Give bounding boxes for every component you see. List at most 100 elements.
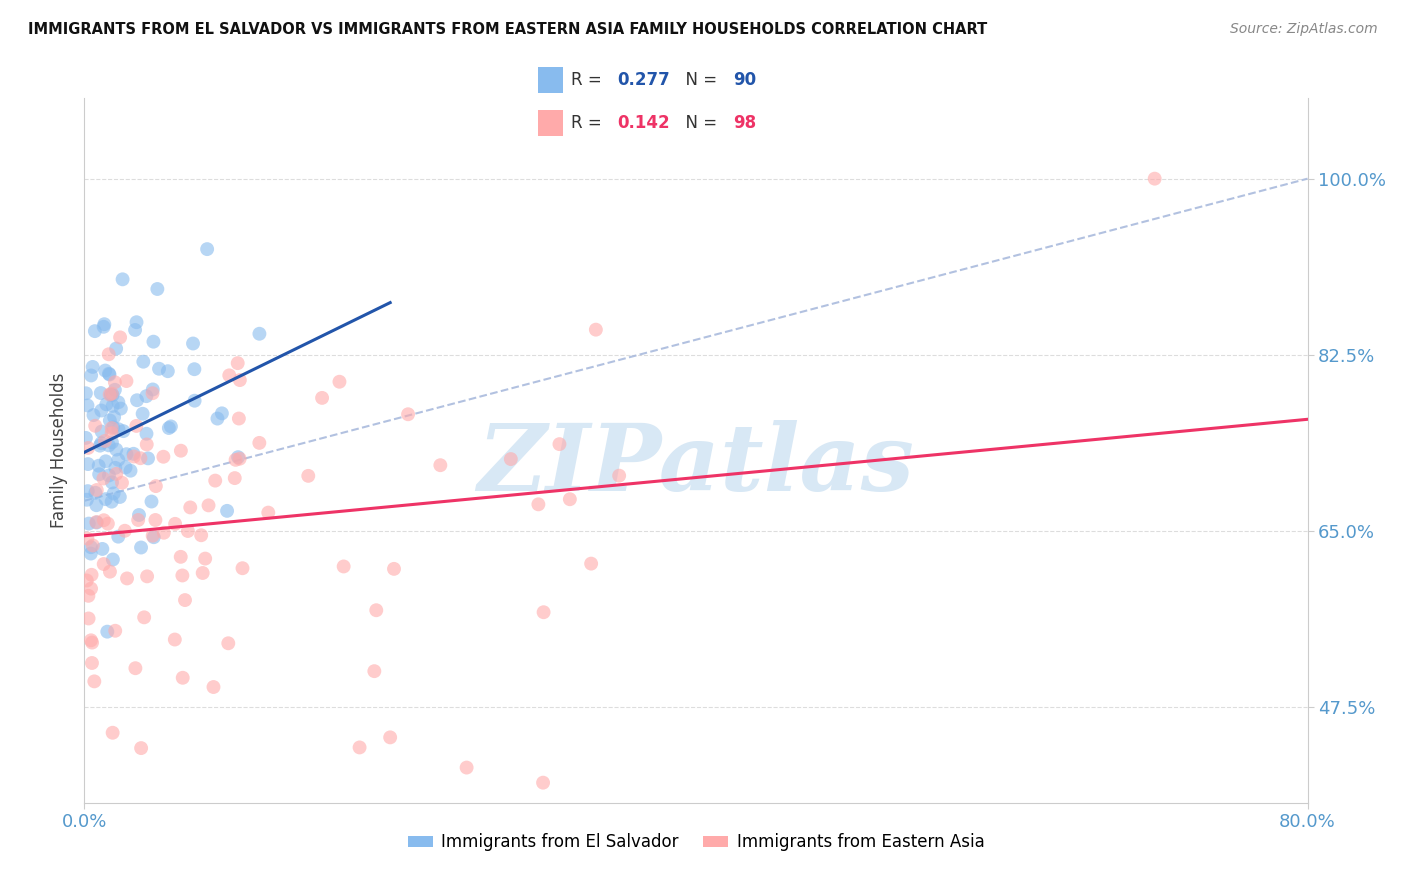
Point	[115, 447, 138, 461]
Point	[226, 356, 249, 370]
Point	[94, 492, 117, 507]
Point	[228, 451, 250, 466]
Point	[93, 513, 115, 527]
Point	[93, 317, 115, 331]
Point	[75, 386, 97, 401]
Point	[111, 475, 134, 490]
FancyBboxPatch shape	[538, 67, 562, 93]
Point	[148, 361, 170, 376]
Point	[80, 540, 103, 554]
Point	[103, 486, 125, 500]
Point	[224, 471, 246, 485]
Text: R =: R =	[571, 114, 607, 132]
Point	[98, 368, 121, 382]
Point	[90, 436, 112, 450]
Point	[153, 525, 176, 540]
Point	[142, 386, 165, 401]
Point	[76, 574, 98, 588]
Point	[142, 529, 165, 543]
Point	[76, 492, 98, 507]
Point	[89, 439, 111, 453]
Point	[202, 680, 225, 694]
Point	[100, 426, 122, 441]
Point	[135, 437, 157, 451]
Point	[142, 334, 165, 349]
Point	[93, 471, 115, 485]
Text: 0.142: 0.142	[617, 114, 671, 132]
Point	[77, 589, 100, 603]
Point	[105, 467, 128, 481]
Legend: Immigrants from El Salvador, Immigrants from Eastern Asia: Immigrants from El Salvador, Immigrants …	[401, 827, 991, 858]
Point	[122, 450, 145, 464]
Point	[382, 562, 405, 576]
Text: N =: N =	[675, 70, 723, 88]
Point	[229, 373, 252, 387]
Point	[585, 323, 607, 337]
Text: 0.277: 0.277	[617, 70, 671, 88]
Point	[197, 499, 219, 513]
Point	[94, 363, 117, 377]
Point	[90, 425, 112, 439]
Point	[86, 483, 108, 497]
Point	[112, 424, 135, 438]
Point	[96, 624, 118, 639]
Point	[145, 513, 167, 527]
Point	[558, 492, 581, 507]
Point	[86, 498, 108, 512]
Point	[579, 557, 602, 571]
Point	[101, 475, 124, 490]
Point	[249, 326, 271, 341]
Point	[218, 368, 240, 383]
Point	[115, 374, 138, 388]
Point	[311, 391, 333, 405]
Point	[128, 508, 150, 522]
Point	[527, 497, 550, 511]
Point	[89, 467, 111, 482]
Point	[115, 571, 138, 585]
Point	[142, 530, 165, 544]
Point	[97, 347, 120, 361]
Point	[129, 541, 152, 555]
Text: 90: 90	[733, 70, 756, 88]
Point	[157, 421, 180, 435]
Point	[97, 516, 120, 531]
Point	[107, 395, 129, 409]
Point	[499, 452, 522, 467]
Point	[163, 632, 186, 647]
Point	[75, 431, 97, 445]
Point	[114, 460, 136, 475]
Point	[100, 421, 122, 435]
Point	[80, 656, 103, 670]
Point	[80, 633, 103, 648]
Point	[101, 725, 124, 739]
Point	[80, 368, 103, 383]
Point	[211, 406, 233, 420]
Point	[332, 559, 354, 574]
Point	[86, 515, 108, 529]
Point	[533, 605, 555, 619]
Point	[105, 342, 128, 356]
Point	[108, 330, 131, 344]
Text: ZIPatlas: ZIPatlas	[478, 419, 914, 509]
Point	[104, 383, 127, 397]
Point	[93, 557, 115, 571]
Point	[107, 530, 129, 544]
Point	[125, 418, 148, 433]
Point	[142, 383, 165, 397]
Point	[77, 516, 100, 531]
Point	[131, 407, 153, 421]
Point	[87, 458, 110, 473]
Point	[100, 388, 122, 402]
Point	[145, 479, 167, 493]
Point	[135, 389, 157, 403]
Point	[1143, 171, 1166, 186]
Point	[363, 664, 385, 678]
Point	[217, 636, 239, 650]
Point	[129, 451, 152, 466]
Point	[76, 484, 98, 499]
Point	[101, 552, 124, 566]
Y-axis label: Family Households: Family Households	[49, 373, 67, 528]
Point	[101, 399, 124, 413]
Point	[191, 566, 214, 580]
Point	[134, 610, 156, 624]
